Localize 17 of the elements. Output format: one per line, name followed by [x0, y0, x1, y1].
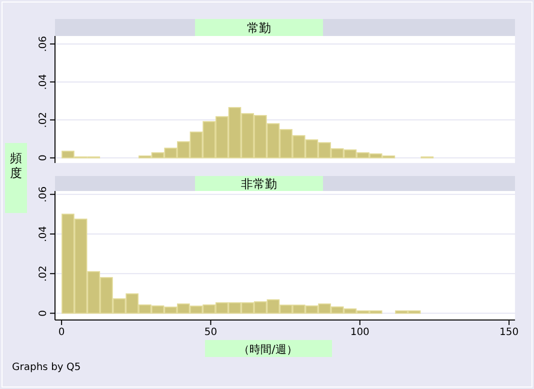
y-tick-label: .02	[38, 112, 49, 128]
y-tick-label: .04	[38, 74, 49, 90]
y-tick-label: .04	[38, 226, 49, 242]
y-tick-label: 0	[38, 154, 49, 162]
text: Graphs by Q5	[12, 362, 81, 373]
y-tick-label: 0	[38, 310, 49, 316]
y-axis-title: 頻度	[10, 151, 22, 180]
chart-title: 常勤	[247, 21, 271, 35]
y-tick-label: .02	[38, 266, 49, 282]
x-tick-label: 50	[204, 327, 218, 338]
x-tick-label: 150	[499, 327, 519, 338]
x-tick-label: 0	[58, 327, 65, 338]
x-tick-label: 100	[350, 327, 370, 338]
x-axis-title: （時間/週）	[238, 343, 298, 356]
y-tick-label: .06	[38, 36, 49, 52]
chart-title: 非常勤	[241, 177, 277, 191]
y-tick-label: .06	[38, 186, 49, 202]
